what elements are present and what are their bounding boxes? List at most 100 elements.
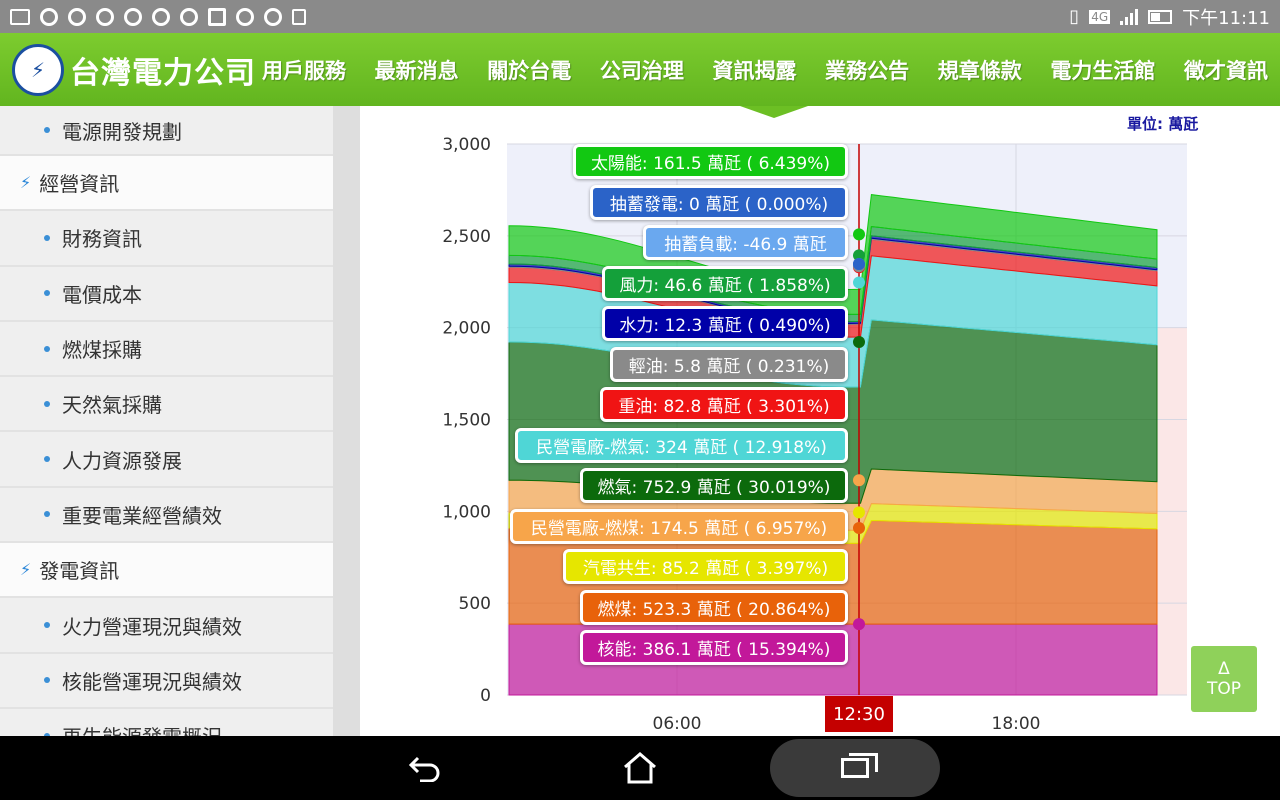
bullet-icon bbox=[44, 622, 50, 629]
up-arrow-icon: Δ bbox=[1218, 659, 1230, 679]
active-tab-caret bbox=[740, 106, 808, 118]
circle-icon bbox=[68, 7, 86, 26]
circle-icon bbox=[264, 7, 282, 26]
site-header: ⚡ 台灣電力公司 用戶服務 最新消息 關於台電 公司治理 資訊揭露 業務公告 規… bbox=[0, 33, 1280, 106]
nav-item[interactable]: 電力生活館 bbox=[1050, 58, 1156, 83]
signal-icon bbox=[1120, 8, 1139, 25]
series-marker bbox=[853, 474, 865, 487]
sidebar-item-label: 電源開發規劃 bbox=[62, 119, 182, 144]
bullet-icon bbox=[44, 127, 50, 133]
y-tick-label: 2,000 bbox=[442, 319, 491, 339]
circle-icon bbox=[124, 7, 142, 26]
bullet-icon bbox=[44, 677, 50, 684]
circle-icon bbox=[96, 7, 114, 26]
chrome-icon bbox=[180, 7, 198, 26]
status-bar: ▯ 4G 下午11:11 bbox=[0, 0, 1280, 33]
recent-apps-icon bbox=[841, 753, 878, 778]
series-marker bbox=[853, 618, 865, 631]
series-tooltip: 抽蓄發電: 0 萬瓩 ( 0.000%) bbox=[590, 184, 848, 220]
sdcard-icon bbox=[292, 8, 306, 25]
system-nav-bar bbox=[0, 736, 1280, 800]
network-type: 4G bbox=[1089, 9, 1111, 24]
sidebar-item-label: 發電資訊 bbox=[39, 559, 120, 584]
sidebar-item-label: 再生能源發電概況 bbox=[62, 721, 222, 736]
series-tooltip: 抽蓄負載: -46.9 萬瓩 bbox=[643, 225, 848, 260]
nav-item[interactable]: 資訊揭露 bbox=[712, 58, 797, 83]
series-marker bbox=[853, 521, 865, 534]
sidebar-category[interactable]: ⚡ 發電資訊 bbox=[0, 543, 333, 599]
series-marker bbox=[853, 335, 865, 348]
image-icon bbox=[10, 8, 30, 25]
nav-item[interactable]: 用戶服務 bbox=[262, 58, 346, 83]
bullet-icon bbox=[44, 511, 50, 518]
sidebar-category[interactable]: ⚡ 經營資訊 bbox=[0, 156, 333, 212]
main-nav: 用戶服務 最新消息 關於台電 公司治理 資訊揭露 業務公告 規章條款 電力生活館… bbox=[262, 55, 1280, 85]
bullet-icon bbox=[44, 400, 50, 407]
sidebar-item[interactable]: 人力資源發展 bbox=[0, 432, 333, 488]
sidebar-item[interactable]: 電價成本 bbox=[0, 266, 333, 322]
sidebar-item-label: 經營資訊 bbox=[39, 172, 120, 197]
y-tick-label: 1,500 bbox=[442, 411, 491, 431]
clock: 下午11:11 bbox=[1182, 7, 1270, 29]
sidebar-item-label: 火力營運現況與績效 bbox=[62, 614, 242, 639]
sidebar-item-label: 天然氣採購 bbox=[62, 393, 162, 418]
y-tick-label: 500 bbox=[459, 594, 491, 614]
series-tooltip: 燃煤: 523.3 萬瓩 ( 20.864%) bbox=[580, 589, 848, 625]
site-logo[interactable]: ⚡ 台灣電力公司 bbox=[12, 43, 262, 96]
back-arrow-icon bbox=[408, 756, 440, 782]
series-marker bbox=[853, 258, 865, 271]
series-tooltip: 核能: 386.1 萬瓩 ( 15.394%) bbox=[580, 630, 848, 665]
sidebar-gutter bbox=[333, 106, 360, 736]
system-tray: ▯ 4G 下午11:11 bbox=[1069, 4, 1270, 30]
series-marker bbox=[853, 249, 865, 262]
lightning-icon: ⚡ bbox=[20, 560, 32, 580]
recent-apps-button[interactable] bbox=[770, 736, 940, 800]
bullet-icon bbox=[44, 732, 50, 736]
power-chart-panel: 單位: 萬瓩 0 500 1,000 1,500 2,000 2,500 3,000 06:0… bbox=[360, 106, 1280, 736]
bullet-icon bbox=[44, 345, 50, 352]
back-button[interactable] bbox=[395, 736, 455, 800]
sidebar-item[interactable]: 財務資訊 bbox=[0, 211, 333, 267]
back-to-top-button[interactable]: Δ TOP bbox=[1191, 646, 1257, 712]
bullet-icon bbox=[44, 290, 50, 297]
nav-item[interactable]: 最新消息 bbox=[374, 58, 459, 83]
nav-item[interactable]: 徵才資訊 bbox=[1184, 58, 1268, 83]
sidebar-item-label: 燃煤採購 bbox=[62, 338, 142, 363]
nav-item[interactable]: 業務公告 bbox=[825, 58, 910, 83]
sidebar-item-label: 核能營運現況與績效 bbox=[62, 669, 242, 694]
y-tick-label: 3,000 bbox=[442, 135, 491, 155]
recent-apps-pill bbox=[770, 739, 940, 797]
circle-icon bbox=[152, 7, 170, 26]
bullet-icon bbox=[44, 456, 50, 463]
nav-item[interactable]: 關於台電 bbox=[487, 58, 572, 83]
home-button[interactable] bbox=[610, 736, 670, 800]
sidebar-item[interactable]: 核能營運現況與績效 bbox=[0, 653, 333, 709]
sidebar-item[interactable]: 電源開發規劃 bbox=[0, 106, 333, 156]
bullet-icon bbox=[44, 234, 50, 241]
y-tick-label: 1,000 bbox=[442, 502, 491, 522]
battery-icon bbox=[1148, 9, 1173, 24]
sidebar-item[interactable]: 燃煤採購 bbox=[0, 321, 333, 378]
series-tooltip: 民營電廠-燃氣: 324 萬瓩 ( 12.918%) bbox=[515, 427, 848, 463]
sidebar: 電源開發規劃 ⚡ 經營資訊 財務資訊 電價成本 燃煤採購 天然氣採購 人力資源發展… bbox=[0, 106, 333, 736]
home-icon bbox=[624, 752, 656, 784]
cursor-time-badge: 12:30 bbox=[825, 696, 893, 732]
series-tooltip: 重油: 82.8 萬瓩 ( 3.301%) bbox=[600, 387, 848, 422]
sidebar-item-label: 電價成本 bbox=[62, 282, 142, 307]
sidebar-item[interactable]: 火力營運現況與績效 bbox=[0, 598, 333, 654]
y-tick-label: 2,500 bbox=[442, 227, 491, 247]
logo-text: 台灣電力公司 bbox=[70, 55, 256, 91]
logo-emblem-icon: ⚡ bbox=[12, 43, 64, 96]
nav-item[interactable]: 公司治理 bbox=[599, 58, 684, 83]
series-marker bbox=[853, 506, 865, 519]
series-tooltip: 燃氣: 752.9 萬瓩 ( 30.019%) bbox=[580, 468, 848, 503]
lightning-icon: ⚡ bbox=[20, 173, 32, 193]
top-label: TOP bbox=[1206, 679, 1242, 699]
sidebar-item[interactable]: 天然氣採購 bbox=[0, 377, 333, 433]
nav-item[interactable]: 規章條款 bbox=[937, 58, 1022, 83]
sidebar-item[interactable]: 再生能源發電概況 bbox=[0, 708, 333, 736]
sidebar-item[interactable]: 重要電業經營績效 bbox=[0, 487, 333, 544]
series-tooltip: 水力: 12.3 萬瓩 ( 0.490%) bbox=[602, 306, 848, 341]
vibrate-icon: ▯ bbox=[1069, 6, 1080, 27]
sidebar-item-label: 重要電業經營績效 bbox=[62, 503, 222, 528]
